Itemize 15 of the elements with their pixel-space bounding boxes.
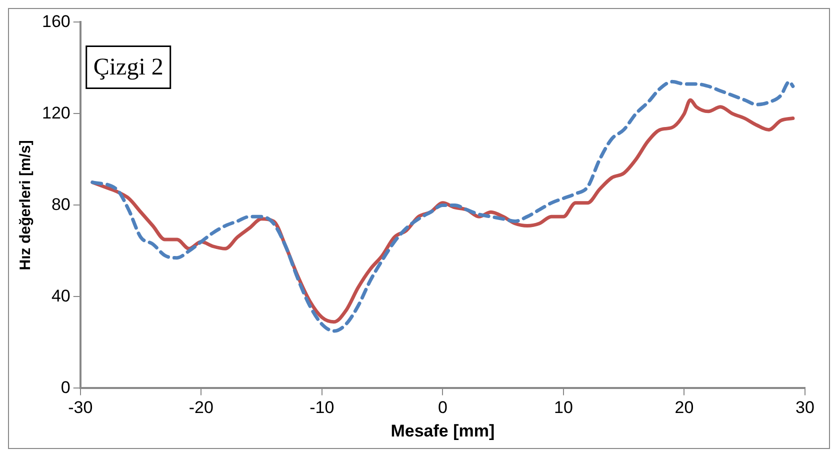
y-tick-label: 160 [42, 12, 70, 31]
x-axis-title: Mesafe [mm] [390, 421, 495, 440]
x-tick-label: 30 [796, 398, 814, 418]
y-tick-label: 120 [42, 103, 70, 122]
annotation: Çizgi 2 [93, 54, 164, 80]
y-tick-label: 0 [60, 378, 70, 397]
y-axis-title: Hız değerleri [m/s] [17, 140, 34, 270]
x-tick-label: 0 [438, 398, 448, 418]
x-tick-label: -10 [310, 398, 334, 418]
y-tick-label: 80 [51, 194, 70, 214]
x-tick-label: 20 [674, 398, 694, 418]
x-tick-label: 10 [554, 398, 573, 418]
y-tick-label: 40 [51, 286, 70, 306]
x-tick-label: -20 [188, 398, 214, 418]
x-tick-label: -30 [68, 398, 93, 418]
